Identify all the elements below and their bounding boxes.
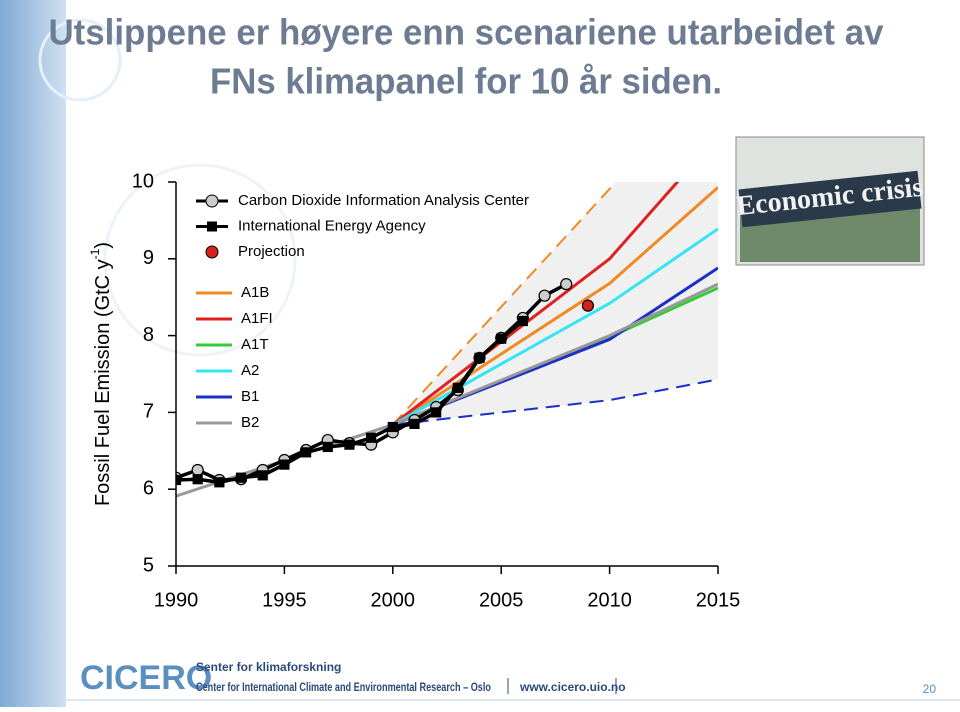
marker [300,447,312,458]
side-band [0,0,66,707]
y-tick-label: 7 [143,401,154,423]
marker [409,418,420,430]
legend-label: International Energy Agency [238,217,426,234]
y-axis-label: Fossil Fuel Emission (GtC y-1) [88,242,114,506]
marker [581,299,595,312]
marker [191,463,204,477]
page-number: 20 [923,682,937,696]
legend-marker [207,221,217,232]
y-axis-label-text: ) [92,242,114,249]
footer-url: www.cicero.uio.no [519,680,626,694]
title: Utslippene er høyere enn scenariene utar… [49,12,884,53]
x-tick-label: 1995 [262,589,307,611]
marker [257,470,268,481]
marker [344,439,355,450]
legend-label: A1B [241,284,269,301]
plot-area [176,182,718,498]
legend-label: Carbon Dioxide Information Analysis Cent… [238,192,529,209]
x-tick-label: 1990 [154,589,199,611]
marker [192,474,203,485]
series-line [392,227,718,426]
legend-label: A1FI [241,310,273,327]
image: Economic crisis [735,136,925,266]
envelope-lower [392,378,718,426]
marker [387,421,398,433]
y-axis-label-sup: -1 [88,248,102,259]
y-axis-label-text: Fossil Fuel Emission (GtC y [92,259,114,506]
marker [214,477,225,488]
y-tick-label: 8 [143,324,154,346]
marker [235,472,247,483]
legend-label: B2 [241,414,259,431]
decoration [38,18,122,102]
y-tick-label: 9 [143,247,154,269]
marker [517,315,528,327]
marker [322,441,333,453]
series-line [391,182,680,426]
legend-label: B1 [241,388,259,405]
x-tick-label: 2015 [696,589,741,611]
marker [474,352,485,363]
marker [560,278,573,291]
y-tick-label: 10 [132,170,154,192]
decoration [103,163,297,357]
marker [431,407,442,418]
legend-label: A2 [241,362,259,379]
y-tick-label: 5 [143,554,154,576]
footer-text: Center for International Climate and Env… [196,680,491,694]
marker [538,289,551,302]
marker [176,474,182,486]
legend-label: A1T [241,336,269,353]
marker [279,459,290,470]
x-tick-label: 2000 [371,589,416,611]
title: FNs klimapanel for 10 år siden. [210,61,722,102]
y-tick-label: 6 [143,477,154,499]
legend-marker [205,245,219,259]
footer-logo: CICERO [80,659,212,697]
marker [452,382,463,393]
headline-band [738,170,922,228]
x-tick-label: 2005 [479,589,524,611]
legend-label: Projection [238,243,305,260]
marker [496,333,507,344]
legend-marker [205,194,219,208]
footer-text: Senter for klimaforskning [196,660,341,674]
x-tick-label: 2010 [587,589,632,611]
envelope-upper [392,182,618,426]
marker [366,432,377,443]
